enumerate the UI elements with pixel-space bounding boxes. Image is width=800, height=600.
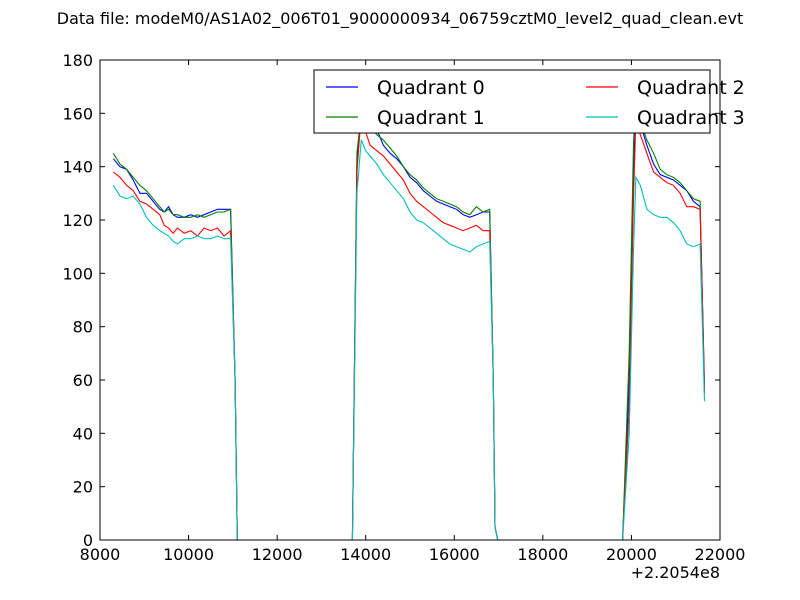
x-tick-label: 20000 (606, 545, 657, 564)
y-tick-label: 80 (73, 318, 93, 337)
series-line-quadrant-0 (112, 103, 706, 541)
x-tick-label: 22000 (695, 545, 746, 564)
y-tick-label: 160 (62, 104, 93, 123)
y-tick-label: 20 (73, 478, 93, 497)
series-line-quadrant-2 (112, 113, 706, 541)
x-tick-label: 10000 (163, 545, 214, 564)
legend: Quadrant 0 Quadrant 2 Quadrant 1 Quadrant 3 (313, 69, 745, 134)
legend-label-quadrant-2: Quadrant 2 (637, 77, 745, 99)
y-tick-label: 140 (62, 158, 93, 177)
series-layer (112, 97, 706, 541)
x-tick-label: 8000 (80, 545, 121, 564)
x-tick-label: 18000 (517, 545, 568, 564)
y-tick-label: 120 (62, 211, 93, 230)
y-tick-label: 60 (73, 371, 93, 390)
y-tick-label: 100 (62, 264, 93, 283)
axis-ticks: 8000 10000 12000 14000 16000 18000 20000 22000 0… (62, 51, 745, 564)
x-axis-offset-label: +2.2054e8 (631, 563, 720, 582)
x-tick-label: 14000 (340, 545, 391, 564)
x-tick-label: 12000 (252, 545, 303, 564)
y-tick-label: 0 (83, 531, 93, 550)
y-tick-label: 40 (73, 424, 93, 443)
legend-box (313, 69, 711, 134)
legend-label-quadrant-3: Quadrant 3 (637, 107, 745, 129)
legend-label-quadrant-0: Quadrant 0 (377, 77, 485, 99)
series-line-quadrant-3 (112, 139, 706, 541)
legend-label-quadrant-1: Quadrant 1 (377, 107, 485, 129)
x-tick-label: 16000 (429, 545, 480, 564)
plot-frame (99, 59, 721, 541)
series-line-quadrant-1 (112, 97, 706, 541)
y-tick-label: 180 (62, 51, 93, 70)
chart-title: Data file: modeM0/AS1A02_006T01_90000009… (57, 9, 743, 29)
legend-items: Quadrant 0 Quadrant 2 Quadrant 1 Quadrant 3 (326, 77, 745, 129)
